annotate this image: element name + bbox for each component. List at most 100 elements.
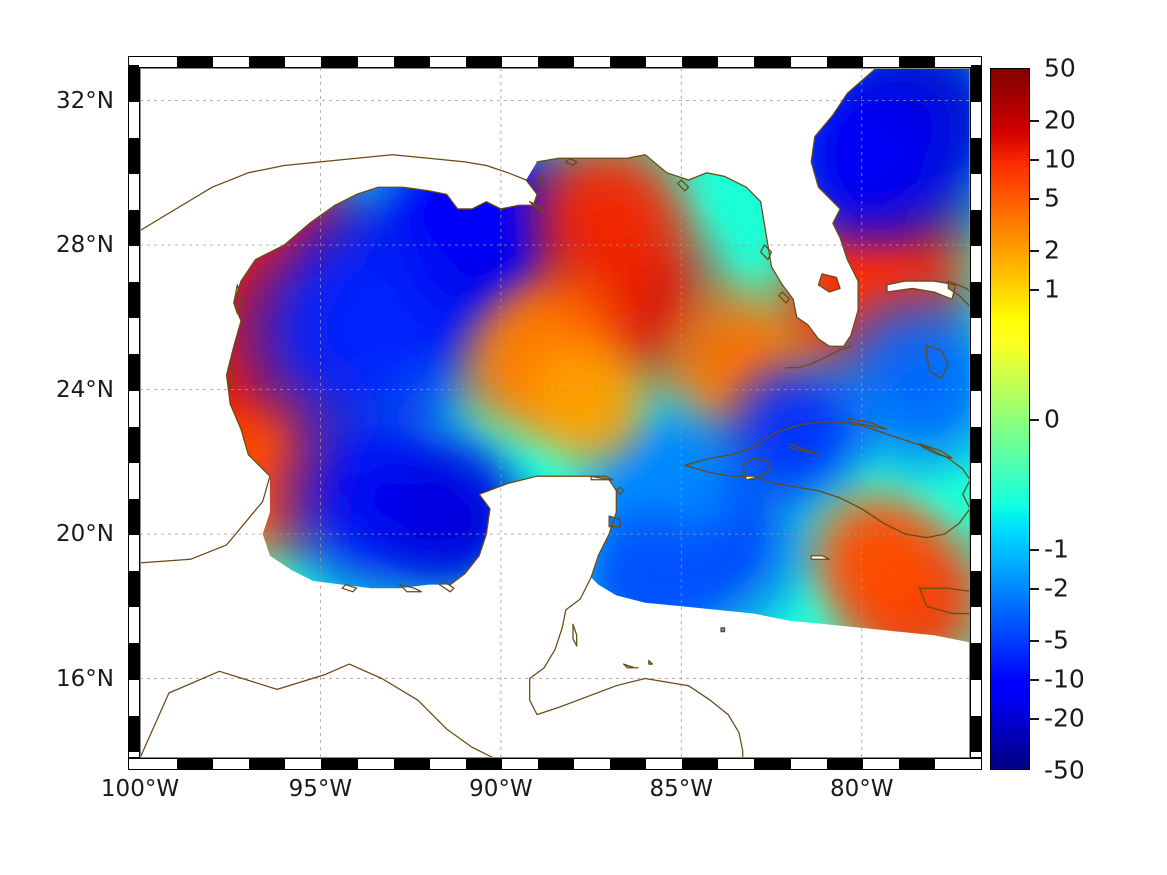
colorbar-tick bbox=[1030, 119, 1039, 122]
colorbar-tick bbox=[1030, 588, 1039, 591]
longitude-label: 100°W bbox=[100, 776, 180, 802]
frame-checker-segment bbox=[177, 759, 214, 769]
frame-checker-segment bbox=[129, 607, 139, 644]
frame-top bbox=[128, 56, 982, 68]
frame-checker-segment bbox=[357, 759, 394, 769]
colorbar-tick-label: -10 bbox=[1044, 664, 1085, 694]
map-axes bbox=[128, 56, 982, 770]
colorbar-tick-label: -20 bbox=[1044, 703, 1085, 733]
frame-checker-segment bbox=[141, 759, 178, 769]
frame-checker-segment bbox=[971, 209, 981, 246]
longitude-label: 80°W bbox=[829, 776, 894, 802]
frame-checker-segment bbox=[934, 759, 971, 769]
frame-checker-segment bbox=[129, 354, 139, 391]
longitude-label: 90°W bbox=[469, 776, 533, 802]
frame-checker-segment bbox=[393, 759, 430, 769]
frame-checker-segment bbox=[971, 246, 981, 283]
frame-checker-segment bbox=[971, 607, 981, 644]
colorbar-gradient bbox=[990, 68, 1030, 770]
frame-checker-segment bbox=[465, 57, 502, 67]
frame-checker-segment bbox=[971, 679, 981, 716]
frame-checker-segment bbox=[357, 57, 394, 67]
frame-checker-segment bbox=[429, 759, 466, 769]
frame-checker-segment bbox=[129, 462, 139, 499]
frame-checker-segment bbox=[321, 57, 358, 67]
frame-checker-segment bbox=[537, 759, 575, 769]
frame-left bbox=[128, 65, 140, 758]
frame-checker-segment bbox=[754, 759, 791, 769]
frame-checker-segment bbox=[898, 57, 935, 67]
anomaly-field bbox=[226, 68, 970, 668]
frame-checker-segment bbox=[826, 57, 863, 67]
colorbar-tick bbox=[1030, 249, 1039, 252]
colorbar-tick-label: 5 bbox=[1044, 183, 1060, 213]
frame-checker-segment bbox=[285, 57, 322, 67]
frame-checker-segment bbox=[682, 57, 719, 67]
frame-checker-segment bbox=[971, 535, 981, 572]
frame-checker-segment bbox=[646, 759, 683, 769]
frame-checker-segment bbox=[213, 57, 250, 67]
colorbar-tick bbox=[1030, 158, 1039, 161]
frame-checker-segment bbox=[129, 715, 139, 752]
frame-checker-segment bbox=[177, 57, 214, 67]
colorbar[interactable]: 50 20 10 5 2 1 0 -1 -2 -5 -10 -20 -50 bbox=[990, 54, 1085, 785]
frame-checker-segment bbox=[129, 535, 139, 572]
frame-checker-segment bbox=[862, 57, 899, 67]
colorbar-tick-label: -5 bbox=[1044, 625, 1069, 655]
frame-checker-segment bbox=[718, 57, 755, 67]
frame-checker-segment bbox=[971, 282, 981, 319]
colorbar-tick-label: 50 bbox=[1044, 53, 1076, 83]
latitude-label: 32°N bbox=[56, 87, 114, 114]
frame-checker-segment bbox=[971, 173, 981, 210]
frame-checker-segment bbox=[213, 759, 250, 769]
frame-checker-segment bbox=[129, 426, 139, 463]
frame-checker-segment bbox=[971, 137, 981, 174]
anomaly-blob bbox=[792, 471, 961, 640]
frame-checker-segment bbox=[754, 57, 791, 67]
colorbar-tick-label: -1 bbox=[1044, 534, 1069, 564]
frame-checker-segment bbox=[465, 759, 502, 769]
colorbar-tick bbox=[1030, 288, 1039, 291]
colorbar-tick-label: 10 bbox=[1044, 144, 1076, 174]
colorbar-tick bbox=[1030, 419, 1039, 421]
frame-checker-segment bbox=[501, 57, 538, 67]
frame-checker-segment bbox=[285, 759, 322, 769]
frame-checker-segment bbox=[934, 57, 971, 67]
colorbar-tick-label: -2 bbox=[1044, 573, 1069, 603]
frame-checker-segment bbox=[790, 759, 827, 769]
frame-checker-segment bbox=[129, 65, 139, 102]
latitude-label: 20°N bbox=[56, 521, 114, 548]
frame-checker-segment bbox=[826, 759, 863, 769]
frame-checker-segment bbox=[682, 759, 719, 769]
frame-checker-segment bbox=[971, 390, 981, 427]
frame-checker-segment bbox=[537, 57, 575, 67]
frame-checker-segment bbox=[718, 759, 755, 769]
colorbar-tick-label: 2 bbox=[1044, 235, 1060, 265]
anomaly-blob bbox=[509, 325, 666, 483]
frame-checker-segment bbox=[129, 498, 139, 536]
frame-checker-segment bbox=[129, 318, 139, 355]
frame-checker-segment bbox=[971, 643, 981, 680]
frame-checker-segment bbox=[971, 498, 981, 536]
latitude-label: 28°N bbox=[56, 232, 114, 259]
frame-checker-segment bbox=[574, 57, 611, 67]
colorbar-tick-label: 20 bbox=[1044, 105, 1076, 135]
colorbar-tick-label: -50 bbox=[1044, 755, 1085, 785]
frame-checker-segment bbox=[129, 101, 139, 138]
frame-checker-segment bbox=[321, 759, 358, 769]
frame-checker-segment bbox=[501, 759, 538, 769]
frame-checker-segment bbox=[393, 57, 430, 67]
frame-checker-segment bbox=[574, 759, 611, 769]
frame-checker-segment bbox=[971, 65, 981, 102]
frame-checker-segment bbox=[141, 57, 178, 67]
longitude-label: 85°W bbox=[649, 776, 714, 802]
map-plot-area bbox=[140, 68, 970, 758]
longitude-label: 95°W bbox=[288, 776, 353, 802]
colorbar-tick-label: 0 bbox=[1044, 404, 1060, 434]
frame-checker-segment bbox=[898, 759, 935, 769]
frame-checker-segment bbox=[129, 571, 139, 608]
frame-checker-segment bbox=[129, 282, 139, 319]
colorbar-tick bbox=[1030, 198, 1039, 201]
colorbar-tick bbox=[1030, 718, 1039, 721]
